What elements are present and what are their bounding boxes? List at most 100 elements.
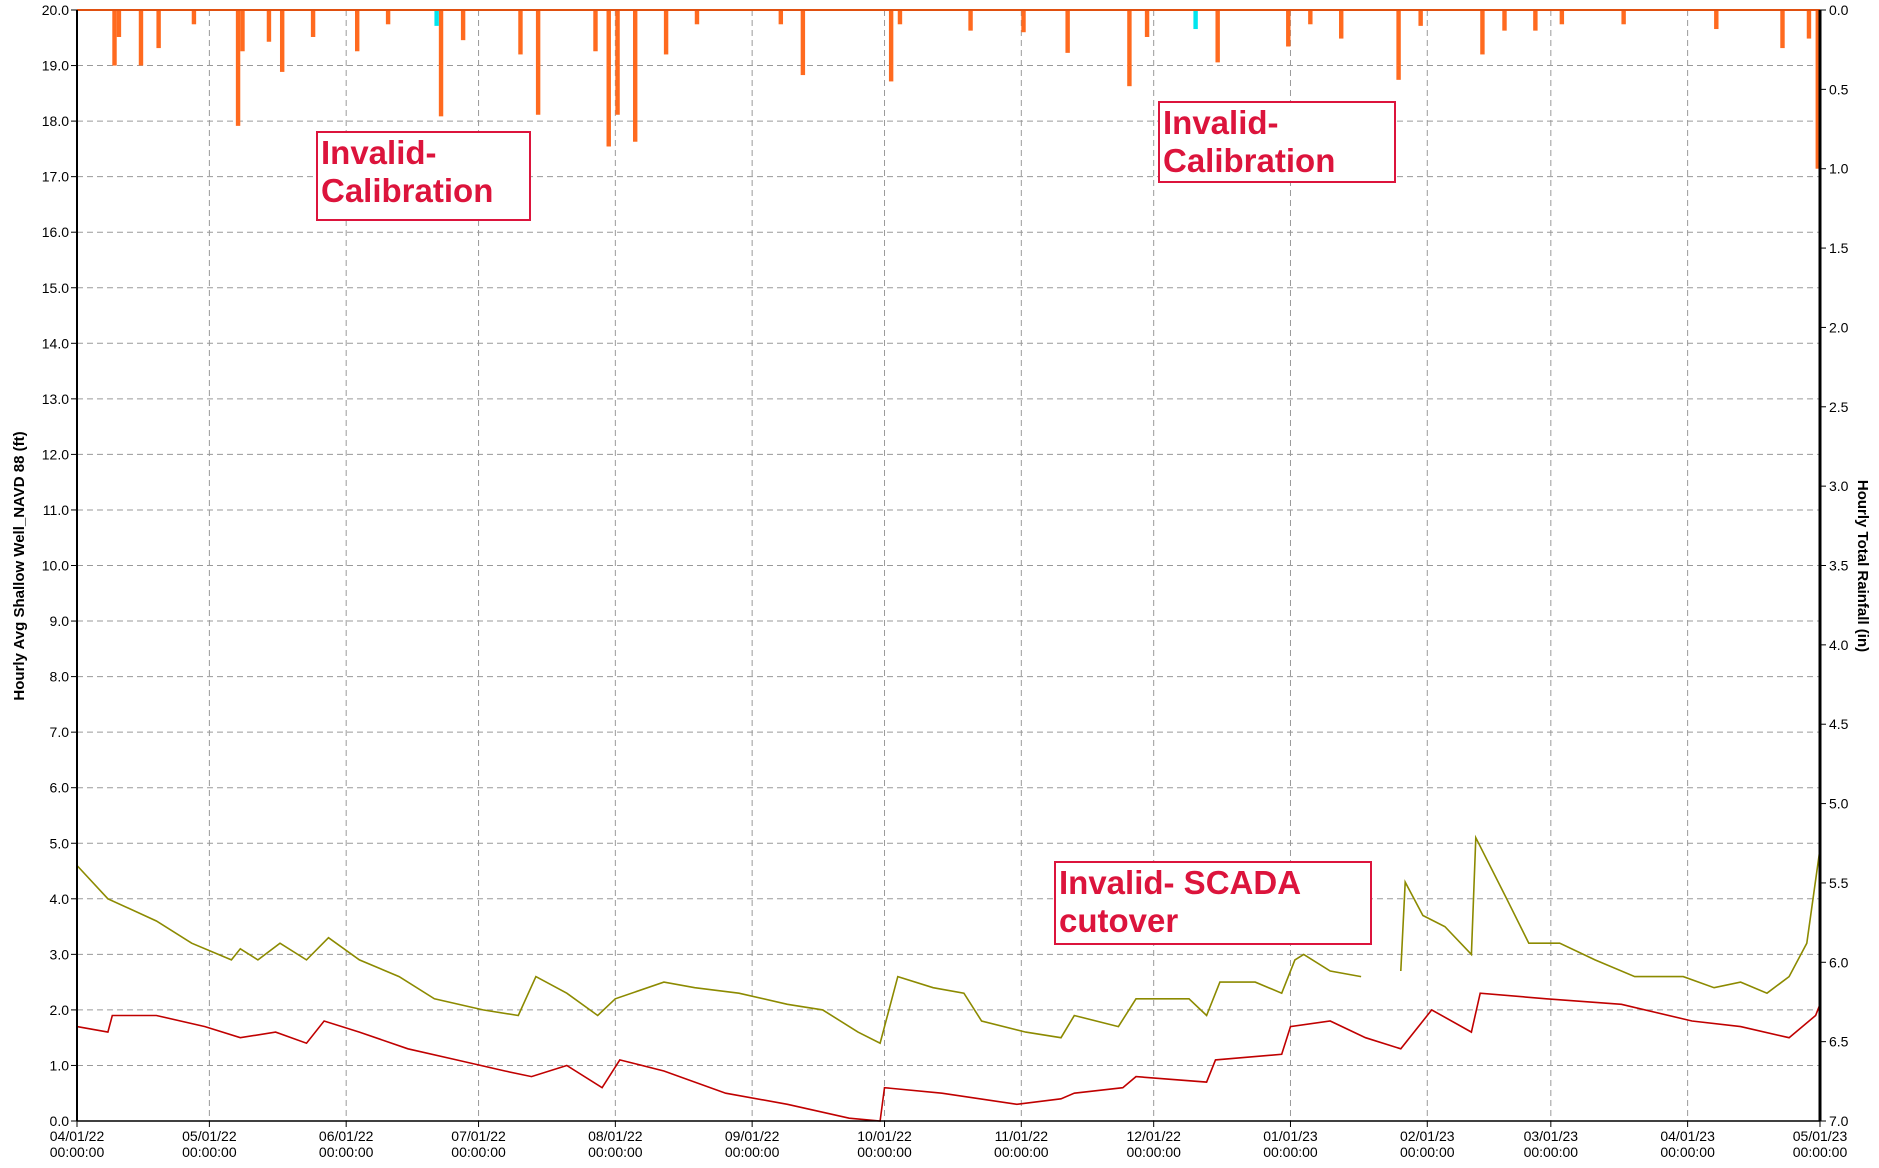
rain-bar [266, 10, 272, 42]
y2-tick-label: 1.0 [1829, 161, 1849, 177]
rain-bar [434, 10, 439, 26]
y-tick-label: 20.0 [42, 2, 69, 18]
y2-tick-label: 5.5 [1829, 875, 1849, 891]
y-tick-label: 0.0 [50, 1113, 70, 1129]
y-tick-label: 8.0 [50, 669, 70, 685]
rain-bar [235, 10, 241, 126]
y2-tick-label: 6.5 [1829, 1034, 1849, 1050]
rain-bar [438, 10, 444, 117]
annotation-text: cutover [1059, 902, 1178, 939]
x-tick-label: 08/01/22 00:00:00 [588, 1128, 643, 1160]
rain-bar [800, 10, 806, 76]
rain-bar [112, 10, 117, 66]
y2-axis-title: Hourly Total Rainfall (in) [1854, 480, 1871, 652]
y2-tick-label: 1.5 [1829, 240, 1849, 256]
rain-bar [116, 10, 122, 37]
rain-bar [138, 10, 144, 66]
annotation-text: Calibration [321, 172, 493, 209]
annotation-text: Calibration [1163, 142, 1335, 179]
x-tick-label: 05/01/22 00:00:00 [182, 1128, 237, 1160]
y-tick-label: 18.0 [42, 113, 69, 129]
y2-tick-label: 4.0 [1829, 637, 1849, 653]
y2-tick-label: 7.0 [1829, 1113, 1849, 1129]
rain-bar [694, 10, 700, 25]
rain-bar [460, 10, 466, 41]
rain-bar [1502, 10, 1507, 31]
rain-bar [663, 10, 669, 55]
rain-bar [1714, 10, 1719, 30]
rain-bar [240, 10, 245, 52]
rain-bar [888, 10, 894, 82]
rain-bar [1480, 10, 1485, 55]
x-tick-label: 04/01/23 00:00:00 [1660, 1128, 1715, 1160]
x-tick-label: 01/01/23 00:00:00 [1263, 1128, 1318, 1160]
rain-bar [968, 10, 973, 31]
y2-tick-label: 6.0 [1829, 954, 1849, 970]
y2-tick-label: 4.5 [1829, 716, 1849, 732]
rain-bar [191, 10, 197, 25]
y2-tick-label: 3.5 [1829, 558, 1849, 574]
rain-bar [1144, 10, 1150, 37]
rain-bar [1339, 10, 1344, 39]
rain-bar [1286, 10, 1291, 47]
rain-bar [1127, 10, 1132, 87]
rain-bar [897, 10, 903, 25]
rain-bar [1559, 10, 1565, 25]
rain-bar [632, 10, 638, 142]
y2-tick-label: 5.0 [1829, 796, 1849, 812]
rain-bar [535, 10, 541, 115]
rain-bar [1193, 10, 1198, 30]
y-tick-label: 16.0 [42, 224, 69, 240]
annotation-text: Invalid- [321, 134, 437, 171]
rain-bar [778, 10, 784, 25]
rain-bar [593, 10, 598, 52]
y-tick-label: 4.0 [50, 891, 70, 907]
rain-bar [279, 10, 285, 72]
rain-bar [354, 10, 360, 52]
y-tick-label: 19.0 [42, 58, 69, 74]
rain-bar [1806, 10, 1812, 39]
y-tick-label: 1.0 [50, 1057, 70, 1073]
rain-bar [615, 10, 620, 115]
rain-bar [1308, 10, 1313, 25]
y-tick-label: 15.0 [42, 280, 69, 296]
rain-bar [1418, 10, 1423, 26]
y-tick-label: 14.0 [42, 335, 69, 351]
annotation-box [316, 131, 531, 221]
x-tick-label: 11/01/22 00:00:00 [994, 1128, 1049, 1160]
rain-bar [1780, 10, 1785, 49]
y-tick-label: 17.0 [42, 169, 69, 185]
rain-bar [1533, 10, 1538, 31]
y2-tick-label: 2.5 [1829, 399, 1849, 415]
annotation-text: Invalid- SCADA [1059, 864, 1301, 901]
rain-bar [156, 10, 161, 49]
rain-bar [606, 10, 611, 147]
y2-tick-label: 0.0 [1829, 2, 1849, 18]
rain-bar [1621, 10, 1626, 25]
y-tick-label: 5.0 [50, 835, 70, 851]
y-tick-label: 6.0 [50, 780, 70, 796]
rain-bar [310, 10, 316, 37]
annotation-text: Invalid- [1163, 104, 1279, 141]
y-tick-label: 2.0 [50, 1002, 70, 1018]
y-axis-title: Hourly Avg Shallow Well_NAVD 88 (ft) [11, 431, 28, 700]
y-tick-label: 11.0 [43, 502, 69, 518]
x-tick-label: 07/01/22 00:00:00 [451, 1128, 506, 1160]
y-tick-label: 13.0 [42, 391, 69, 407]
rain-bar [1815, 10, 1820, 169]
y2-tick-label: 0.5 [1829, 81, 1849, 97]
y-tick-label: 7.0 [50, 724, 70, 740]
rain-bar [1215, 10, 1220, 63]
x-tick-label: 06/01/22 00:00:00 [319, 1128, 374, 1160]
y2-tick-label: 3.0 [1829, 478, 1849, 494]
x-tick-label: 10/01/22 00:00:00 [857, 1128, 912, 1160]
level-line [76, 992, 1821, 1122]
y-tick-label: 12.0 [42, 446, 69, 462]
rain-bar [518, 10, 523, 55]
x-tick-label: 04/01/22 00:00:00 [50, 1128, 105, 1160]
annotation-box [1054, 861, 1372, 945]
x-tick-label: 03/01/23 00:00:00 [1524, 1128, 1579, 1160]
y2-tick-label: 2.0 [1829, 319, 1849, 335]
